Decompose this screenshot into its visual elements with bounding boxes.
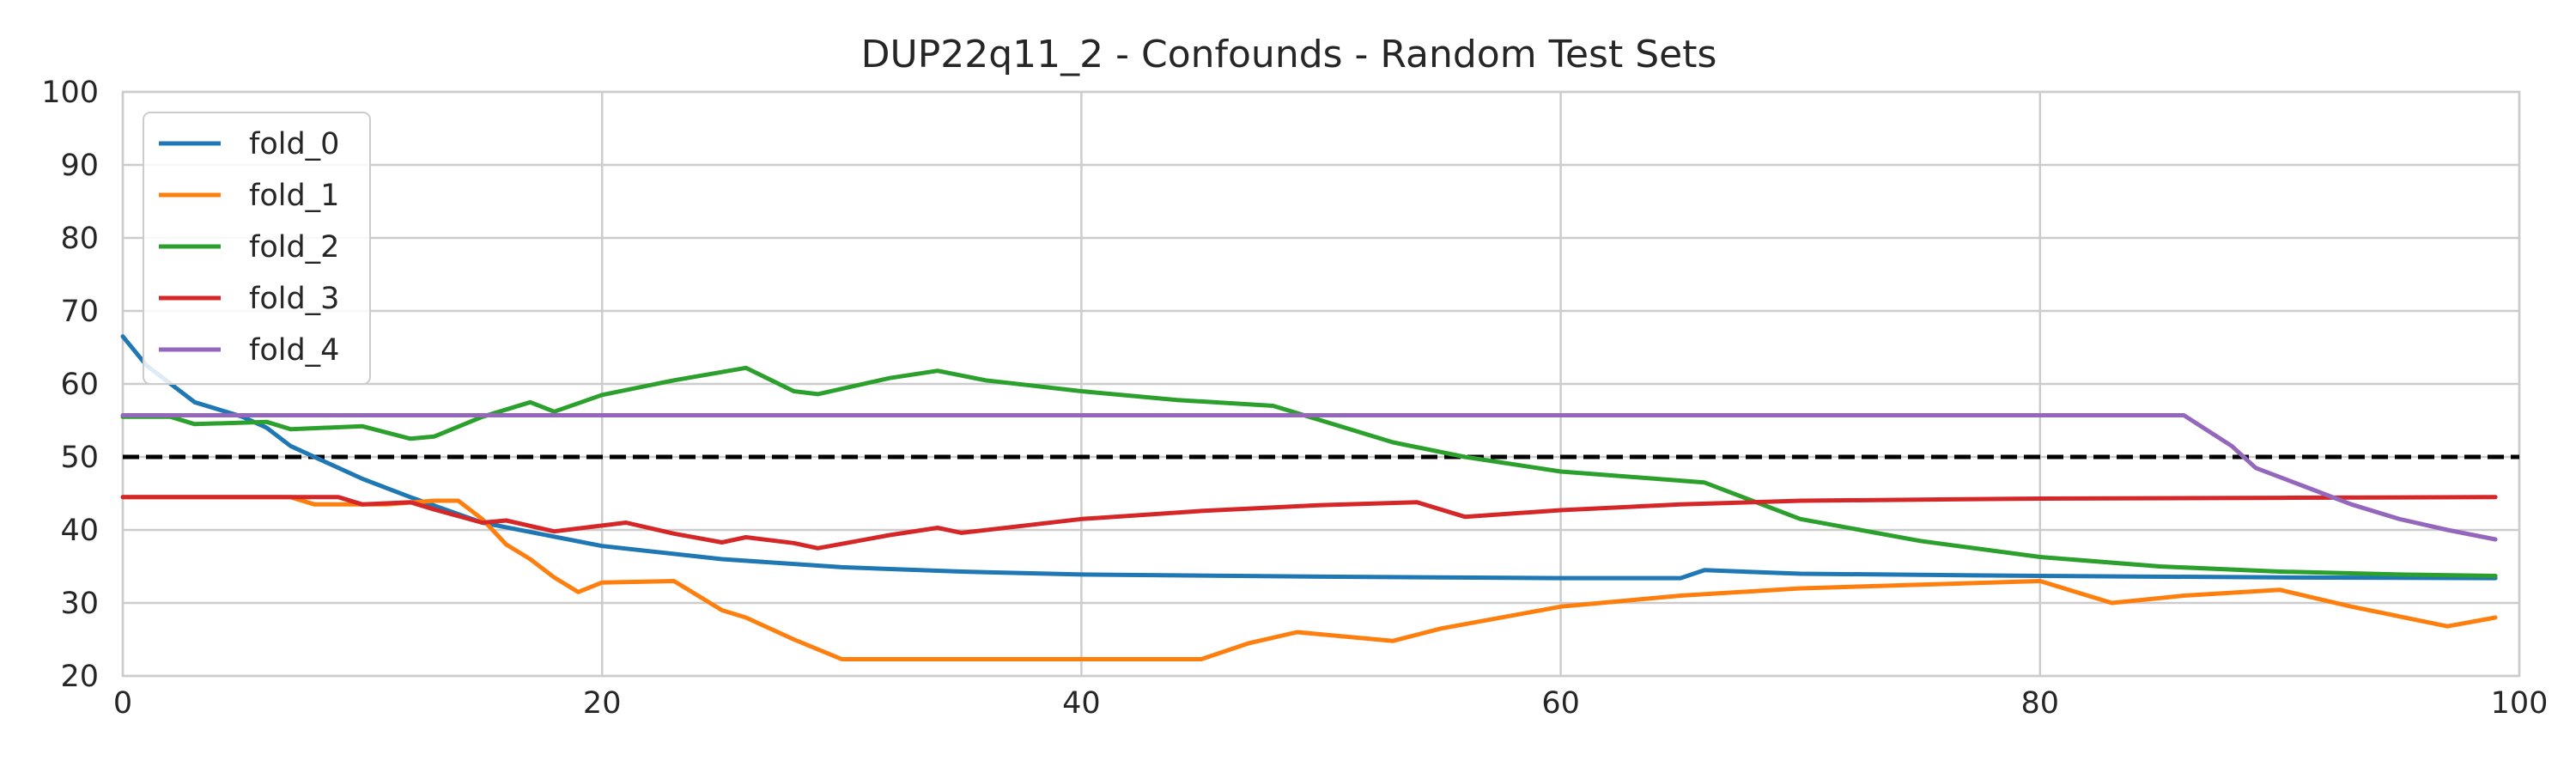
legend: fold_0 fold_1 fold_2 fold_3 fold_4 xyxy=(143,112,371,385)
y-tick-label: 70 xyxy=(60,295,99,329)
x-tick-label: 60 xyxy=(1541,686,1580,721)
legend-label: fold_0 xyxy=(249,127,339,161)
plot-frame xyxy=(121,90,2521,678)
y-tick-label: 60 xyxy=(60,368,99,402)
x-tick-label: 0 xyxy=(113,686,132,721)
y-tick-label: 30 xyxy=(60,587,99,621)
legend-label: fold_2 xyxy=(249,230,339,265)
series-line-fold-3 xyxy=(120,495,2498,551)
y-tick-label: 100 xyxy=(41,76,99,110)
x-tick-label: 40 xyxy=(1062,686,1101,721)
y-tick-label: 40 xyxy=(60,514,99,548)
series-line-fold-1 xyxy=(120,495,2498,661)
legend-box xyxy=(143,112,371,385)
y-axis-tick-labels: 20 30 40 50 60 70 80 90 100 xyxy=(41,76,99,694)
y-tick-label: 50 xyxy=(60,441,99,475)
legend-label: fold_4 xyxy=(249,333,339,368)
y-tick-label: 80 xyxy=(60,222,99,256)
y-tick-label: 20 xyxy=(60,660,99,694)
series-line-fold-2 xyxy=(120,365,2498,578)
series-line-fold-4 xyxy=(120,413,2498,542)
legend-label: fold_1 xyxy=(249,179,339,213)
x-axis-tick-labels: 0 20 40 60 80 100 xyxy=(113,686,2549,721)
series-layer xyxy=(120,334,2498,661)
x-tick-label: 80 xyxy=(2021,686,2060,721)
legend-label: fold_3 xyxy=(249,282,339,316)
chart-title: DUP22q11_2 - Confounds - Random Test Set… xyxy=(861,33,1717,76)
x-tick-label: 100 xyxy=(2491,686,2549,721)
y-tick-label: 90 xyxy=(60,149,99,183)
x-tick-label: 20 xyxy=(583,686,622,721)
